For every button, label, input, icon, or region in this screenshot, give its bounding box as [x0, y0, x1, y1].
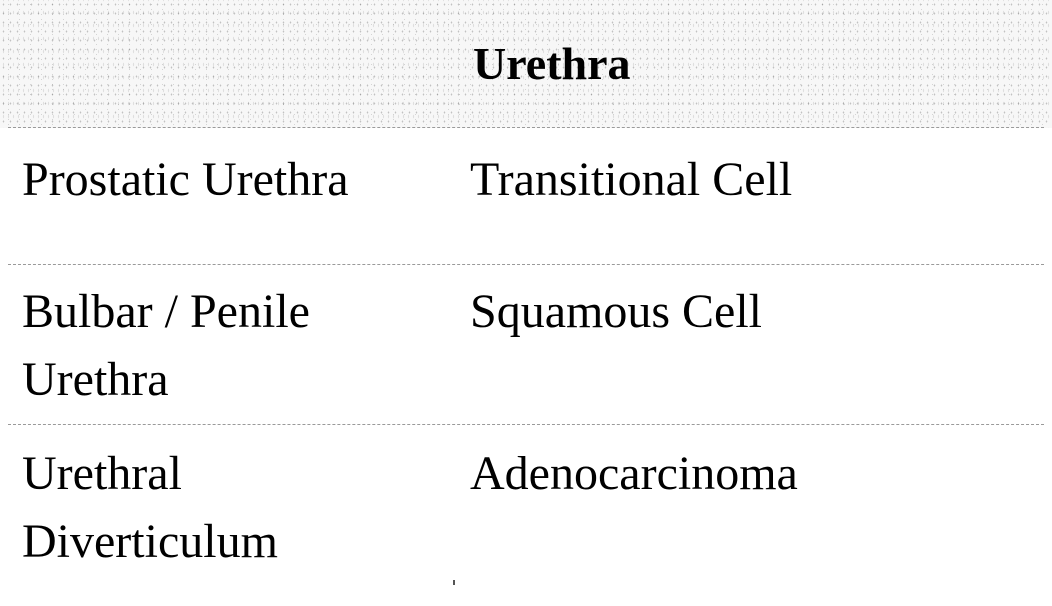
- type-squamous-cell: Squamous Cell: [470, 285, 763, 338]
- table-title: Urethra: [473, 38, 631, 89]
- location-urethral-diverticulum-line2: Diverticulum: [22, 515, 278, 568]
- location-bulbar-penile-line1: Bulbar / Penile: [22, 285, 310, 338]
- row-divider: [8, 264, 1044, 265]
- type-transitional-cell: Transitional Cell: [470, 153, 793, 206]
- table-header: Urethra: [0, 0, 1052, 128]
- row-divider: [8, 424, 1044, 425]
- location-prostatic-urethra: Prostatic Urethra: [22, 153, 349, 206]
- location-bulbar-penile-line2: Urethra: [22, 353, 169, 406]
- row-divider: [8, 127, 1044, 128]
- scan-artifact-mark: [453, 580, 455, 585]
- type-adenocarcinoma: Adenocarcinoma: [470, 447, 798, 500]
- location-urethral-diverticulum-line1: Urethral: [22, 447, 182, 500]
